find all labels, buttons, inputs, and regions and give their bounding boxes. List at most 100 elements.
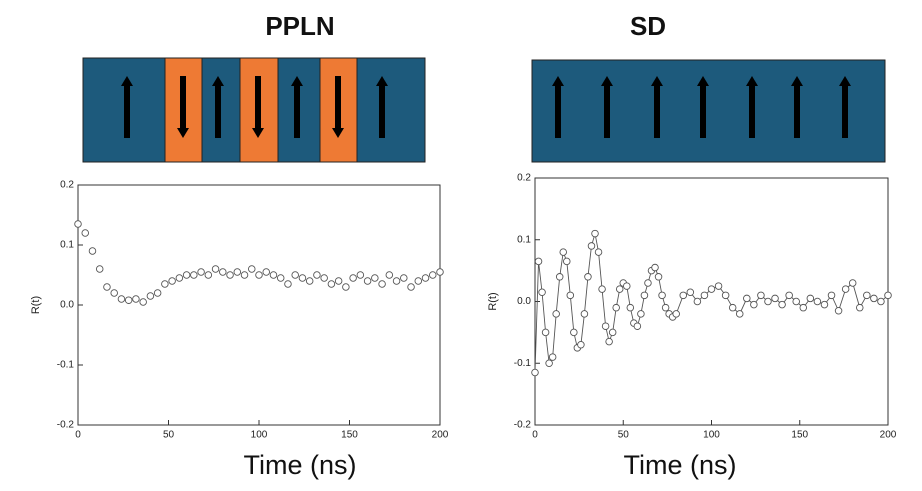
plot-frame: [77, 184, 441, 426]
y-tick-label: -0.1: [514, 358, 532, 369]
data-point: [168, 277, 176, 285]
data-point: [856, 303, 864, 312]
data-point: [658, 291, 666, 300]
data-point: [598, 285, 606, 293]
data-line: [534, 233, 889, 373]
y-tick-label: 0.2: [60, 180, 74, 191]
data-point: [870, 294, 878, 303]
data-point: [640, 291, 649, 300]
data-point: [378, 280, 386, 288]
data-point: [827, 291, 836, 300]
data-point: [175, 274, 184, 282]
polarization-arrow: [252, 76, 264, 138]
data-point: [190, 271, 198, 279]
data-point: [591, 229, 599, 238]
polarization-arrow: [791, 76, 803, 138]
data-point: [392, 277, 401, 285]
chart-title: SD: [630, 11, 666, 41]
data-point: [820, 300, 829, 309]
data-point: [686, 288, 695, 296]
data-point: [612, 303, 620, 312]
polarization-arrow: [291, 76, 303, 138]
data-point: [298, 274, 307, 282]
x-tick-label: 0: [75, 430, 81, 441]
polarization-arrow: [839, 76, 851, 138]
polarization-arrow: [651, 76, 663, 138]
data-point: [429, 271, 437, 279]
data-point: [95, 265, 104, 273]
data-point: [88, 247, 97, 255]
data-point: [313, 271, 321, 279]
data-point: [848, 279, 857, 287]
data-point: [197, 268, 205, 276]
data-point: [305, 277, 314, 285]
data-point: [587, 242, 596, 250]
data-point: [764, 297, 772, 306]
y-tick-label: -0.2: [514, 420, 532, 431]
data-point: [700, 291, 709, 300]
data-point: [633, 322, 642, 330]
sd-diagram: [531, 59, 886, 163]
data-point: [255, 271, 263, 279]
x-tick-label: 150: [341, 430, 358, 441]
data-point: [771, 294, 779, 303]
data-point: [548, 353, 557, 361]
y-tick-label: 0.0: [517, 296, 531, 307]
chart-panel: SD Time (ns) R(t) 0 50 100 150 200 -0.2 -0.1 0.0 0.…: [487, 11, 897, 480]
data-point: [291, 271, 299, 279]
data-point: [538, 288, 546, 296]
x-tick-label: 150: [791, 430, 808, 441]
data-point: [785, 291, 793, 300]
data-point: [693, 297, 702, 306]
data-point: [211, 265, 220, 273]
data-point: [841, 285, 850, 293]
data-point: [707, 285, 716, 293]
data-point: [349, 274, 357, 282]
data-point: [262, 268, 270, 276]
data-point: [531, 368, 539, 377]
data-point: [563, 257, 571, 266]
data-point: [615, 285, 624, 293]
data-point: [834, 307, 843, 315]
y-tick-label: -0.1: [57, 360, 75, 371]
data-point: [778, 300, 786, 309]
data-point: [799, 303, 808, 312]
data-point: [161, 280, 169, 288]
data-point: [735, 310, 744, 318]
data-point: [146, 292, 155, 300]
data-point: [559, 248, 567, 256]
y-tick-label: 0.2: [517, 173, 531, 184]
data-point: [555, 273, 564, 281]
data-point: [541, 328, 550, 337]
data-point: [385, 271, 394, 279]
data-point: [728, 303, 737, 312]
data-point: [608, 328, 617, 337]
data-point: [139, 298, 147, 306]
x-tick-label: 50: [163, 430, 175, 441]
data-point: [182, 271, 191, 279]
data-point: [414, 277, 423, 285]
data-point: [334, 277, 343, 285]
data-point: [884, 291, 892, 300]
ppln-diagram: [82, 57, 426, 163]
polarization-arrow: [177, 76, 189, 138]
data-point: [534, 257, 543, 266]
data-point: [74, 220, 82, 228]
data-point: [813, 297, 822, 306]
data-point: [342, 283, 350, 291]
data-point: [626, 303, 635, 312]
polarization-arrow: [212, 76, 224, 138]
data-point: [672, 310, 680, 318]
x-tick-label: 100: [251, 430, 268, 441]
data-point: [153, 289, 162, 297]
data-point: [219, 268, 227, 276]
data-point: [584, 273, 592, 281]
x-tick-label: 0: [532, 430, 538, 441]
data-point: [743, 294, 751, 303]
polarization-arrow: [746, 76, 758, 138]
data-point: [577, 340, 585, 349]
data-point: [601, 322, 610, 330]
x-tick-label: 50: [618, 430, 630, 441]
polarization-arrow: [601, 76, 613, 138]
data-point: [400, 274, 408, 282]
